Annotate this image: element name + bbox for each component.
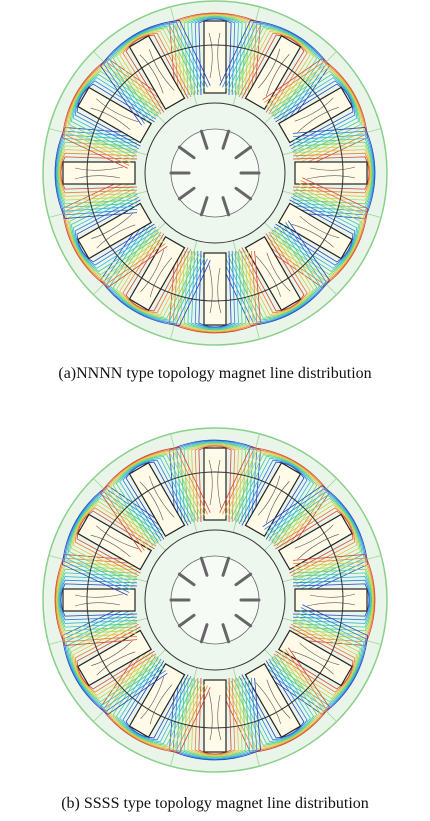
magnet	[63, 162, 135, 184]
motor-diagram-a	[43, 1, 387, 345]
magnet	[204, 448, 226, 520]
magnet	[295, 589, 367, 611]
motor-diagram-b	[43, 428, 387, 772]
magnet	[204, 21, 226, 93]
caption-b: (b) SSSS type topology magnet line distr…	[61, 795, 369, 812]
caption-a: (a)NNNN type topology magnet line distri…	[58, 365, 371, 382]
magnet	[63, 589, 135, 611]
magnet	[295, 162, 367, 184]
figure: (a)NNNN type topology magnet line distri…	[0, 0, 430, 821]
magnet	[204, 253, 226, 325]
magnet	[204, 680, 226, 752]
